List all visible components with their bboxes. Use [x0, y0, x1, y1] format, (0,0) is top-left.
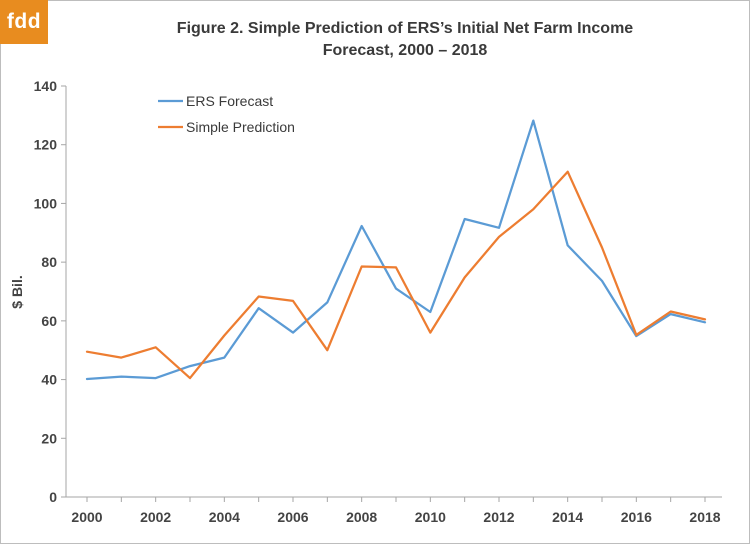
- x-tick-label: 2010: [415, 509, 446, 525]
- x-tick-label: 2006: [277, 509, 308, 525]
- chart-title-line-2: Forecast, 2000 – 2018: [322, 42, 488, 59]
- y-tick-label: 100: [34, 195, 58, 211]
- x-tick-label: 2004: [209, 509, 240, 525]
- y-tick-label: 20: [41, 430, 57, 446]
- x-tick-label: 2012: [483, 509, 514, 525]
- y-tick-label: 0: [49, 489, 57, 505]
- x-tick-label: 2000: [71, 509, 102, 525]
- x-tick-label: 2008: [346, 509, 377, 525]
- x-tick-label: 2018: [689, 509, 720, 525]
- x-tick-label: 2002: [140, 509, 171, 525]
- legend-label: Simple Prediction: [186, 119, 295, 135]
- legend: ERS Forecast Simple Prediction: [158, 93, 295, 135]
- legend-label: ERS Forecast: [186, 93, 273, 109]
- logo-text: fdd: [6, 10, 42, 33]
- y-tick-label: 140: [34, 78, 58, 94]
- x-tick-label: 2016: [621, 509, 652, 525]
- chart-title: Figure 2. Simple Prediction of ERS’s Ini…: [60, 18, 750, 62]
- y-tick-label: 120: [34, 137, 58, 153]
- y-tick-label: 40: [41, 372, 57, 388]
- series-layer: [85, 119, 707, 381]
- fdd-logo: fdd: [0, 0, 48, 44]
- y-tick-label: 60: [41, 313, 57, 329]
- y-axis-label: $ Bil.: [9, 275, 25, 308]
- y-tick-label: 80: [41, 254, 57, 270]
- series-line-ers-forecast: [85, 119, 707, 381]
- axes: 0 20 40 60 80 100 120 140 2000 2002 2004 2006 2008 20…: [34, 78, 722, 525]
- x-tick-label: 2014: [552, 509, 583, 525]
- chart-title-line-1: Figure 2. Simple Prediction of ERS’s Ini…: [176, 20, 634, 37]
- series-line-simple-prediction: [85, 170, 707, 380]
